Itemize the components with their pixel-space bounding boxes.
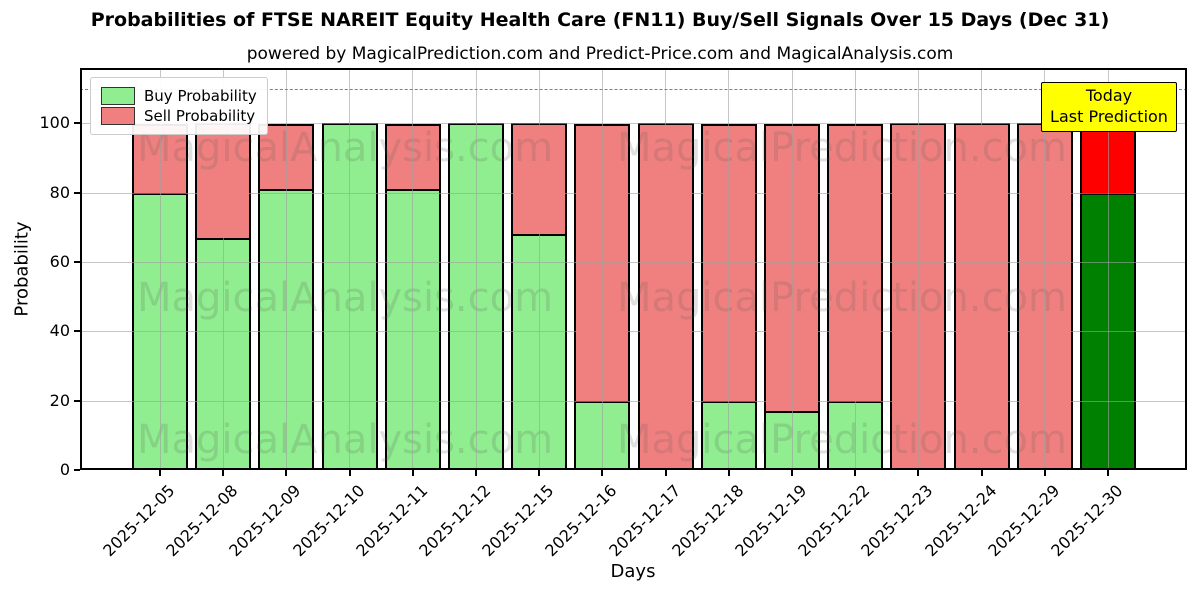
v-gridline — [981, 68, 983, 470]
x-tick-mark — [727, 470, 730, 476]
x-tick-mark — [601, 470, 604, 476]
y-tick-label: 0 — [59, 460, 70, 479]
today-annotation: Today Last Prediction — [1041, 82, 1177, 132]
v-gridline — [854, 68, 856, 470]
y-tick-label: 60 — [49, 252, 70, 272]
watermark-text: MagicalPrediction.com — [617, 275, 1067, 321]
legend: Buy Probability Sell Probability — [90, 77, 268, 135]
x-tick-mark — [791, 470, 793, 476]
h-gridline — [80, 262, 1187, 264]
legend-swatch-buy — [101, 87, 135, 105]
v-gridline — [917, 68, 919, 470]
y-tick-label: 20 — [49, 390, 70, 410]
x-tick-mark — [285, 470, 288, 476]
x-tick-mark — [854, 470, 857, 476]
x-tick-mark — [222, 470, 225, 476]
v-gridline — [222, 68, 224, 470]
x-tick-mark — [664, 470, 667, 476]
plot-area: Buy Probability Sell Probability Today L… — [80, 68, 1187, 470]
annotation-line2: Last Prediction — [1050, 106, 1168, 126]
x-tick-mark — [159, 470, 161, 476]
y-tick-mark — [74, 122, 80, 125]
h-gridline — [80, 400, 1187, 402]
legend-item-buy: Buy Probability — [101, 87, 257, 105]
x-tick-mark — [1107, 470, 1109, 476]
v-gridline — [285, 68, 287, 470]
x-tick-mark — [980, 470, 983, 476]
v-gridline — [728, 68, 730, 470]
watermark-text: MagicalAnalysis.com — [136, 275, 554, 321]
x-tick-mark — [475, 470, 477, 476]
y-tick-mark — [74, 469, 80, 471]
legend-label-buy: Buy Probability — [144, 87, 257, 105]
v-gridline — [1044, 68, 1046, 470]
watermark-text: MagicalAnalysis.com — [136, 417, 554, 463]
h-gridline — [80, 192, 1187, 194]
legend-label-sell: Sell Probability — [144, 107, 256, 125]
y-tick-mark — [74, 191, 80, 194]
legend-swatch-sell — [101, 107, 135, 125]
x-tick-mark — [348, 470, 351, 476]
chart-subtitle: powered by MagicalPrediction.com and Pre… — [246, 44, 954, 64]
v-gridline — [159, 68, 161, 470]
x-tick-mark — [917, 470, 920, 476]
x-tick-mark — [538, 470, 541, 476]
watermark-text: MagicalPrediction.com — [617, 417, 1067, 463]
v-gridline — [349, 68, 351, 470]
watermark-text: MagicalPrediction.com — [617, 125, 1067, 171]
v-gridline — [601, 68, 603, 470]
x-axis-label: Days — [610, 561, 656, 582]
chart-title: Probabilities of FTSE NAREIT Equity Heal… — [90, 9, 1110, 31]
v-gridline — [665, 68, 667, 470]
dashed-threshold-line — [80, 88, 1187, 90]
x-tick-mark — [411, 470, 414, 476]
legend-item-sell: Sell Probability — [101, 107, 257, 125]
v-gridline — [1107, 68, 1109, 470]
y-tick-label: 100 — [39, 113, 70, 133]
h-gridline — [80, 123, 1187, 125]
annotation-line1: Today — [1085, 86, 1133, 105]
h-gridline — [80, 331, 1187, 333]
y-tick-mark — [74, 399, 80, 402]
v-gridline — [475, 68, 477, 470]
y-tick-mark — [74, 261, 80, 264]
v-gridline — [791, 68, 793, 470]
v-gridline — [412, 68, 414, 470]
x-tick-mark — [1043, 470, 1046, 476]
v-gridline — [538, 68, 540, 470]
y-tick-label: 40 — [49, 321, 70, 341]
y-tick-mark — [74, 330, 80, 333]
y-tick-label: 80 — [49, 182, 70, 202]
